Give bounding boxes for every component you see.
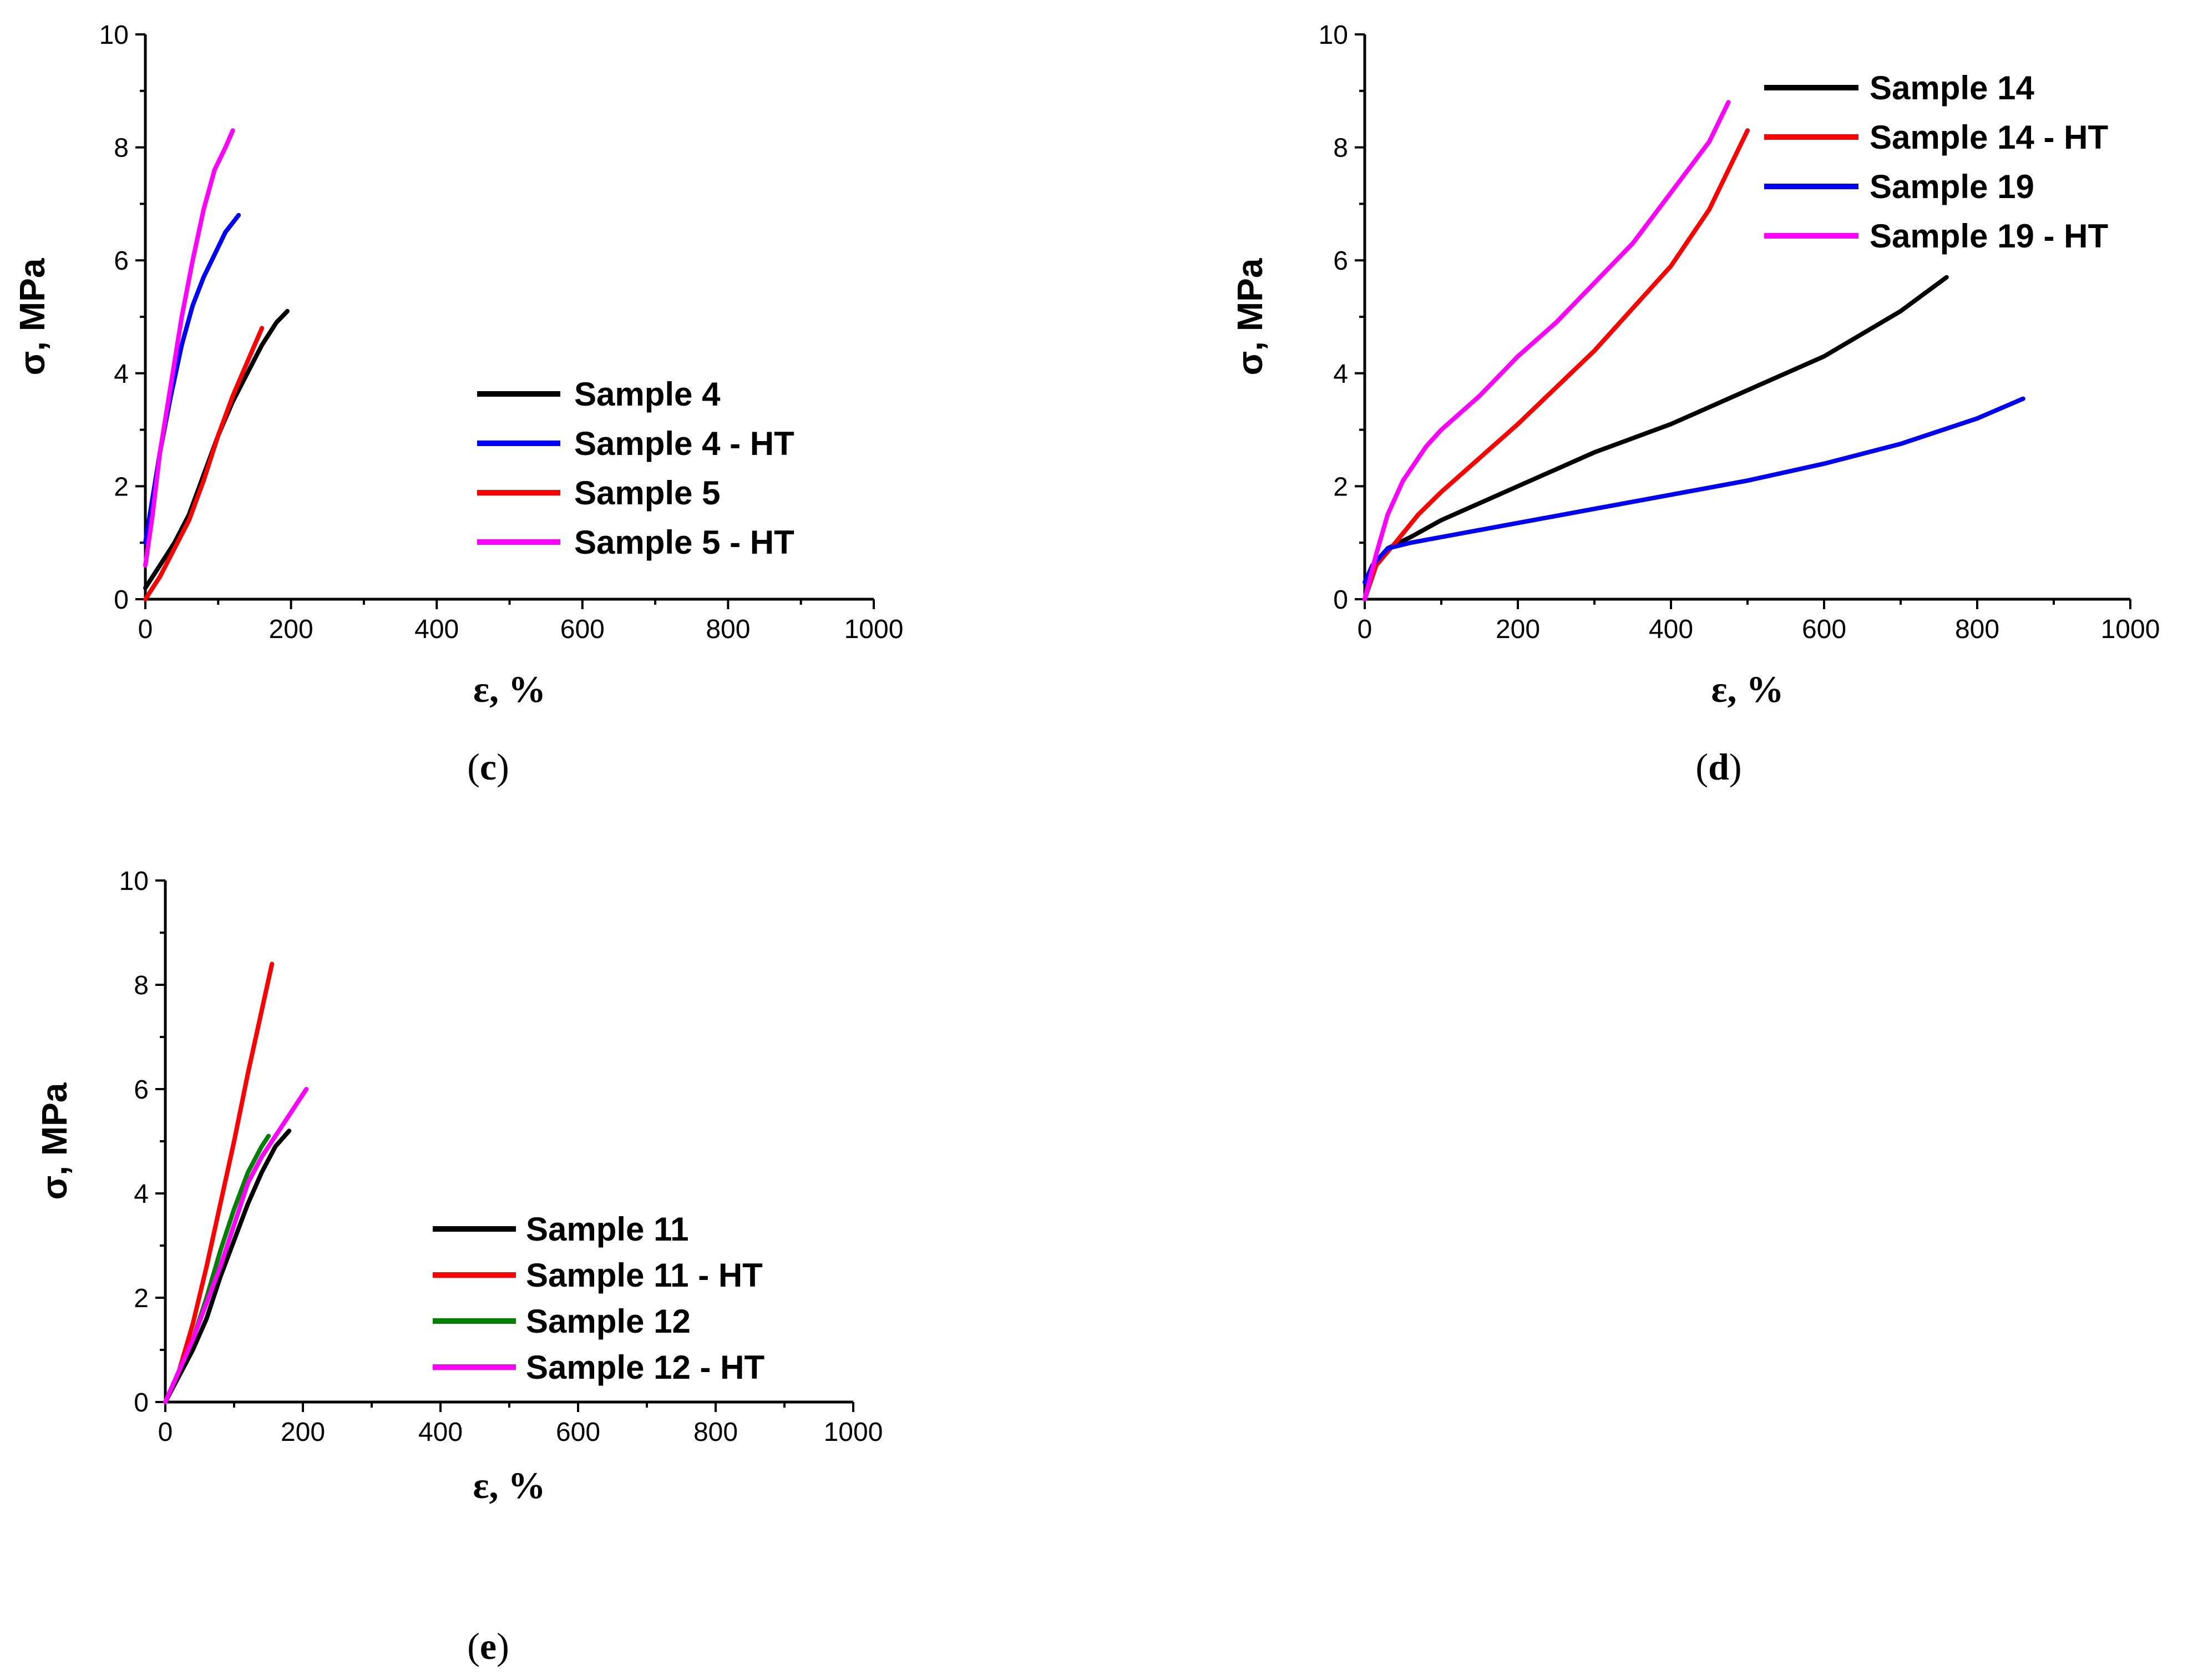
panel-d-y-tick-label: 6 xyxy=(1333,246,1348,276)
panel-c-y-tick-label: 2 xyxy=(114,472,129,502)
panel-d-x-tick-label: 200 xyxy=(1496,615,1540,644)
panel-label-c-letter: c xyxy=(480,746,497,788)
panel-e-y-tick-label: 10 xyxy=(119,867,149,896)
panel-c-y-tick-label: 8 xyxy=(114,134,129,163)
panel-c-legend-label-2: Sample 4 - HT xyxy=(574,425,794,462)
panel-label-c-open: ( xyxy=(467,746,480,788)
panel-e-x-tick-label: 1000 xyxy=(824,1418,883,1447)
panel-c-legend-label-1: Sample 4 xyxy=(574,376,721,413)
panel-label-e-letter: e xyxy=(480,1625,497,1667)
panel-label-e-open: ( xyxy=(467,1625,480,1667)
panel-d-series-2-line xyxy=(1363,128,1750,601)
panel-c-y-tick-label: 6 xyxy=(114,246,129,276)
panel-e-y-tick-label: 8 xyxy=(134,971,149,1000)
panel-label-c: (c) xyxy=(467,746,509,788)
panel-e-series-4-line xyxy=(163,1087,309,1404)
panel-d-x-tick-label: 800 xyxy=(1955,615,1999,644)
panel-label-d-letter: d xyxy=(1708,746,1729,788)
panel-d-legend-label-4: Sample 19 - HT xyxy=(1870,217,2108,255)
panel-c-series-4-line xyxy=(143,128,235,568)
panel-e-legend-label-2: Sample 11 - HT xyxy=(526,1257,763,1294)
panel-d-x-tick-label: 0 xyxy=(1358,615,1373,644)
panel-e-y-tick-label: 6 xyxy=(134,1075,149,1105)
panel-e: 0 200 400 600 800 1000 0 2 4 6 8 10 ε, % σ, MPa Sample… xyxy=(34,867,883,1506)
panel-e-x-tick-label: 200 xyxy=(281,1418,325,1447)
panel-c-x-axis-label: ε, % xyxy=(473,668,546,710)
panel-d-series-4-line xyxy=(1363,100,1731,601)
panel-e-y-axis-label: σ, MPa xyxy=(34,1082,74,1200)
panel-c-x-tick-label: 800 xyxy=(706,615,750,644)
panel-d-y-tick-label: 10 xyxy=(1319,21,1348,50)
panel-e-y-tick-label: 2 xyxy=(134,1284,149,1313)
panel-d-legend-label-2: Sample 14 - HT xyxy=(1870,119,2108,156)
panel-d-x-tick-label: 1000 xyxy=(2101,615,2160,644)
panel-d-series-3-line xyxy=(1363,396,2025,585)
panel-e-legend-label-3: Sample 12 xyxy=(526,1303,691,1340)
panel-d-y-tick-label: 0 xyxy=(1333,585,1348,615)
panel-d-y-tick-label: 8 xyxy=(1333,134,1348,163)
panel-c-y-tick-label: 0 xyxy=(114,585,129,615)
panel-c-series-3-line xyxy=(143,326,265,601)
panel-c-y-axis-label: σ, MPa xyxy=(12,258,52,375)
panel-c-legend-label-4: Sample 5 - HT xyxy=(574,524,794,561)
panel-c-y-tick-label: 10 xyxy=(99,21,129,50)
panel-d-x-tick-label: 600 xyxy=(1802,615,1846,644)
panel-c-x-tick-label: 200 xyxy=(269,615,313,644)
panel-e-x-tick-label: 800 xyxy=(693,1418,738,1447)
panel-c-x-tick-label: 400 xyxy=(414,615,459,644)
panel-e-legend-label-1: Sample 11 xyxy=(526,1211,689,1248)
panel-label-d-close: ) xyxy=(1729,746,1742,788)
panel-c-x-tick-label: 600 xyxy=(560,615,605,644)
panel-e-x-tick-label: 400 xyxy=(418,1418,463,1447)
panel-d-y-axis-label: σ, MPa xyxy=(1230,258,1270,375)
panel-c-x-tick-label: 0 xyxy=(138,615,153,644)
panel-c-y-tick-label: 4 xyxy=(114,360,129,389)
panel-e-y-tick-label: 4 xyxy=(134,1180,149,1209)
panel-d-legend-label-1: Sample 14 xyxy=(1870,69,2034,107)
panel-d-y-tick-label: 2 xyxy=(1333,472,1348,502)
panel-e-x-tick-label: 600 xyxy=(556,1418,600,1447)
panel-d: 0 200 400 600 800 1000 0 2 4 6 8 10 ε, % σ, MPa Sample… xyxy=(1230,21,2160,710)
panel-label-e-close: ) xyxy=(497,1625,509,1667)
panel-e-series-1-line xyxy=(163,1129,292,1404)
panel-label-d-open: ( xyxy=(1695,746,1708,788)
panel-label-e: (e) xyxy=(467,1625,509,1667)
panel-d-legend-label-3: Sample 19 xyxy=(1870,168,2034,205)
panel-label-d: (d) xyxy=(1695,746,1741,788)
panel-d-x-axis-label: ε, % xyxy=(1711,668,1784,710)
panel-d-y-tick-label: 4 xyxy=(1333,360,1348,389)
panel-e-y-tick-label: 0 xyxy=(134,1388,149,1418)
panel-c-x-tick-label: 1000 xyxy=(844,615,904,644)
panel-e-legend-label-4: Sample 12 - HT xyxy=(526,1349,764,1386)
panel-label-c-close: ) xyxy=(497,746,509,788)
panel-c: 0 200 400 600 800 1000 0 2 4 6 8 10 ε, % σ, MPa Sample… xyxy=(12,21,903,710)
panel-e-x-tick-label: 0 xyxy=(158,1418,173,1447)
panel-d-x-tick-label: 400 xyxy=(1649,615,1693,644)
panel-c-legend-label-3: Sample 5 xyxy=(574,474,720,512)
panel-e-x-axis-label: ε, % xyxy=(473,1464,545,1506)
